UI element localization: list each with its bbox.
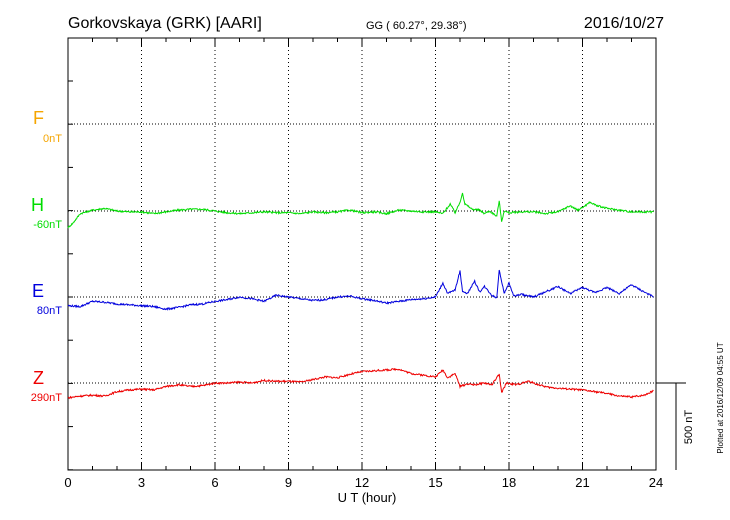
date-label: 2016/10/27 <box>584 15 664 32</box>
plotted-timestamp: Plotted at 2016/12/09 04:55 UT <box>716 342 725 453</box>
channel-name-f: F <box>33 108 44 128</box>
channel-name-h: H <box>31 195 44 215</box>
x-tick-label: 15 <box>428 475 442 490</box>
channel-baseline-z: 290nT <box>31 392 62 404</box>
channel-baseline-e: 80nT <box>37 305 62 317</box>
grid <box>141 38 583 470</box>
series-h-line <box>67 192 654 229</box>
scale-bar-label: 500 nT <box>683 410 695 445</box>
x-tick-label: 0 <box>64 475 71 490</box>
series-e-line <box>67 269 654 311</box>
channel-label-h: H -60nT <box>31 195 62 231</box>
x-tick-label: 12 <box>355 475 369 490</box>
x-tick-label: 6 <box>211 475 218 490</box>
x-tick-label: 3 <box>138 475 145 490</box>
x-axis-label: U T (hour) <box>338 490 397 505</box>
channel-baseline-h: -60nT <box>33 219 62 231</box>
x-tick-label: 24 <box>649 475 663 490</box>
station-title: Gorkovskaya (GRK) [AARI] <box>68 15 262 32</box>
channel-baseline-f: 0nT <box>43 133 62 145</box>
axis-ticks: 0 3 6 9 12 15 18 21 24 <box>64 38 663 490</box>
x-tick-label: 21 <box>575 475 589 490</box>
channel-label-e: E 80nT <box>32 281 62 317</box>
series-z-line <box>67 367 654 400</box>
x-tick-label: 18 <box>502 475 516 490</box>
channel-label-z: Z 290nT <box>31 368 62 404</box>
channel-label-f: F 0nT <box>33 108 62 145</box>
series <box>67 192 654 400</box>
channel-name-e: E <box>32 281 44 301</box>
scale-bar: 500 nT <box>656 382 695 470</box>
x-tick-label: 9 <box>285 475 292 490</box>
coordinates-label: GG ( 60.27°, 29.38°) <box>366 20 467 32</box>
channel-name-z: Z <box>33 368 44 388</box>
